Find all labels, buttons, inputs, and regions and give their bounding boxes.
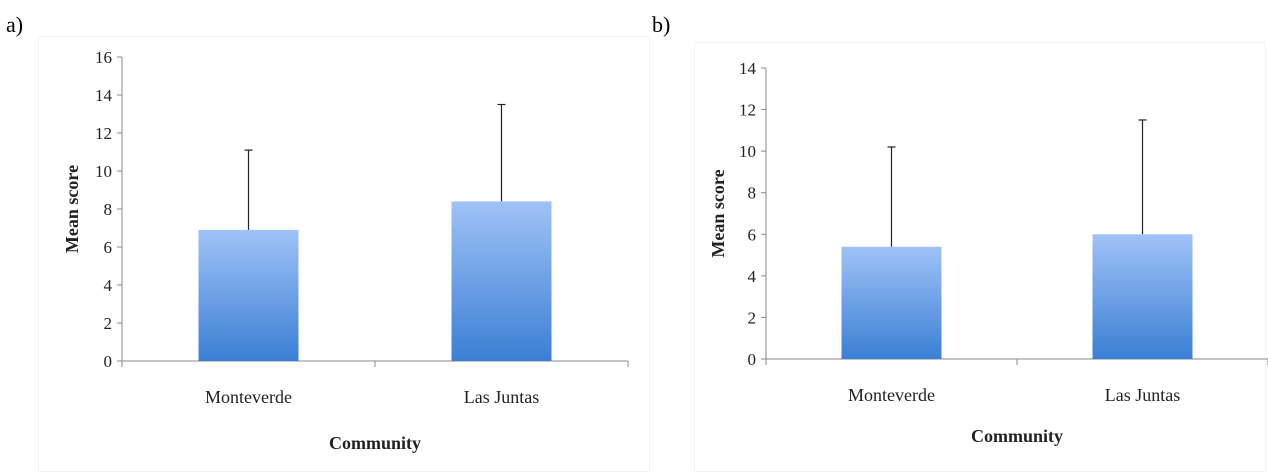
chart-a-y-tick-label: 6 [104,238,113,257]
chart-b-y-tick-label: 10 [739,142,756,161]
chart-b-y-tick-label: 0 [748,350,757,369]
chart-b-bar [841,246,942,359]
panel-b-label: b) [652,12,671,37]
chart-a-y-tick-label: 12 [95,124,112,143]
chart-a-frame [38,36,650,472]
chart-a-y-tick-label: 14 [95,86,113,105]
chart-a-y-tick-label: 10 [95,162,112,181]
chart-b-y-tick-label: 12 [739,101,756,120]
chart-b-frame [694,42,1266,472]
chart-a-y-tick-label: 4 [104,276,113,295]
chart-a-y-tick-label: 2 [104,314,113,333]
chart-a-y-tick-label: 0 [104,352,113,371]
chart-b-y-tick-label: 14 [739,59,757,78]
chart-a-x-axis-label: Community [329,433,421,453]
chart-a-bar [451,201,552,361]
chart-a-y-axis-label: Mean score [62,165,82,253]
chart-a-y-tick-label: 8 [104,200,113,219]
panel-a-label: a) [6,12,24,37]
chart-b-category-label: Las Juntas [1105,385,1181,405]
chart-b-y-tick-label: 4 [748,267,757,286]
chart-b-y-tick-label: 2 [748,308,757,327]
chart-b-x-axis-label: Community [971,426,1063,446]
chart-a-category-label: Monteverde [205,387,292,407]
chart-a-y-tick-label: 16 [95,48,112,67]
chart-b-y-tick-label: 6 [748,225,757,244]
chart-b-bar [1092,234,1193,359]
chart-a-bar [198,229,299,361]
chart-a-category-label: Las Juntas [464,387,540,407]
chart-b-y-axis-label: Mean score [708,169,728,257]
chart-b-y-tick-label: 8 [748,184,757,203]
chart-b-category-label: Monteverde [848,385,935,405]
